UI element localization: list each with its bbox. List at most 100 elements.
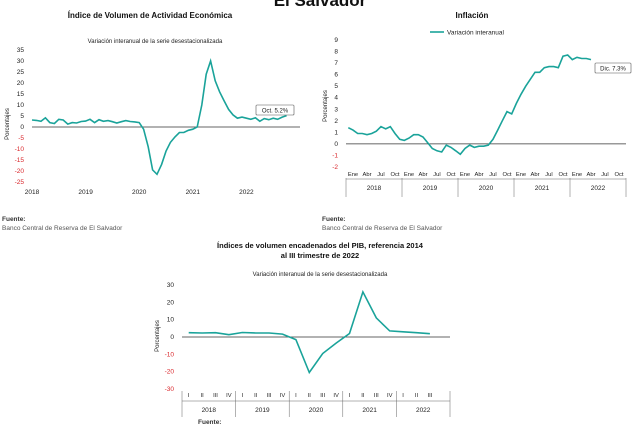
inflacion-callout: Dic. 7.3% — [594, 62, 632, 74]
pib-quarter-label: II — [415, 393, 419, 399]
ivae-ytick-label: -5 — [18, 135, 24, 142]
ivae-ytick-label: 35 — [17, 47, 25, 54]
ivae-callout: Oct. 5.2% — [255, 104, 295, 116]
inflacion-legend: Variación interanual — [430, 30, 505, 37]
inflacion-month-label: Ene — [404, 172, 414, 178]
ivae-ytick-label: 25 — [17, 69, 25, 76]
pib-quarter-label: IV — [387, 393, 393, 399]
inflacion-ytick-label: 8 — [334, 49, 338, 56]
pib-year-label: 2018 — [202, 407, 217, 414]
pib-year-label: 2021 — [362, 407, 377, 414]
pib-quarter-label: II — [200, 393, 204, 399]
pib-quarter-label: IV — [280, 393, 286, 399]
inflacion-month-label: Ene — [516, 172, 526, 178]
inflacion-ytick-label: 5 — [334, 83, 338, 90]
inflacion-ytick-label: 6 — [334, 72, 338, 79]
pib-quarter-label: II — [361, 393, 365, 399]
pib-ytick-label: 0 — [170, 334, 174, 341]
pib-quarter-label: III — [374, 393, 379, 399]
pib-quarter-label: II — [308, 393, 312, 399]
ivae-subtitle: Variación interanual de la serie desesta… — [88, 39, 223, 45]
inflacion-title: Inflación — [456, 11, 489, 20]
inflacion-ytick-label: 7 — [334, 60, 338, 67]
pib-quarter-label: II — [254, 393, 258, 399]
pib-quarter-label: IV — [226, 393, 232, 399]
inflacion-month-label: Jul — [433, 172, 440, 178]
pib-ytick-label: -20 — [165, 369, 175, 376]
ivae-ytick-label: 15 — [17, 91, 25, 98]
ivae-xtick-label: 2019 — [78, 189, 93, 196]
pib-series-line — [188, 289, 430, 375]
inflacion-year-label: 2018 — [367, 185, 382, 192]
inflacion-ytick-label: 0 — [334, 141, 338, 148]
pib-quarter-label: III — [320, 393, 325, 399]
inflacion-year-label: 2021 — [535, 185, 550, 192]
inflacion-ytick-label: 4 — [334, 95, 338, 102]
pib-year-label: 2020 — [309, 407, 324, 414]
inflacion-month-label: Ene — [572, 172, 582, 178]
inflacion-ytick-label: 2 — [334, 118, 338, 125]
ivae-ytick-label: -20 — [15, 168, 25, 175]
pib-title-line1: Índices de volumen encadenados del PIB, … — [217, 241, 424, 250]
ivae-ytick-label: 10 — [17, 102, 25, 109]
pib-title-line2: al III trimestre de 2022 — [281, 251, 359, 260]
inflacion-month-label: Oct — [558, 172, 567, 178]
ivae-xtick-label: 2022 — [239, 189, 254, 196]
pib-quarter-label: III — [427, 393, 432, 399]
pib-ytick-label: 20 — [167, 299, 175, 306]
ivae-chart: Índice de Volumen de Actividad Económica… — [5, 11, 300, 196]
inflacion-ytick-label: -1 — [332, 152, 338, 159]
inflacion-ytick-label: 9 — [334, 37, 338, 44]
ivae-ytick-label: 0 — [20, 124, 24, 131]
pib-ytick-label: 30 — [167, 282, 175, 289]
pib-quarter-label: I — [188, 393, 190, 399]
inflacion-series-line — [347, 54, 592, 156]
pib-ytick-label: 10 — [167, 317, 175, 324]
ivae-xtick-label: 2018 — [25, 189, 40, 196]
inflacion-ytick-label: 1 — [334, 129, 338, 136]
inflacion-month-label: Jul — [377, 172, 384, 178]
ivae-source: Fuente: Banco Central de Reserva de El S… — [2, 215, 122, 233]
inflacion-legend-label: Variación interanual — [447, 30, 505, 37]
ivae-ytick-label: 30 — [17, 58, 25, 65]
inflacion-source-text: Banco Central de Reserva de El Salvador — [322, 225, 443, 232]
pib-ylabel: Porcentajes — [155, 320, 161, 352]
pib-quarter-label: III — [267, 393, 272, 399]
pib-quarter-label: IV — [333, 393, 339, 399]
ivae-source-label: Fuente: — [2, 216, 26, 223]
inflacion-month-label: Jul — [489, 172, 496, 178]
pib-year-label: 2019 — [255, 407, 270, 414]
pib-quarter-label: I — [349, 393, 351, 399]
inflacion-month-label: Ene — [348, 172, 358, 178]
inflacion-year-label: 2019 — [423, 185, 438, 192]
pib-quarter-label: I — [295, 393, 297, 399]
ivae-ytick-label: -15 — [15, 157, 25, 164]
inflacion-ylabel: Porcentajes — [323, 90, 329, 122]
inflacion-source-label: Fuente: — [322, 216, 346, 223]
pib-ytick-label: -30 — [165, 386, 175, 393]
inflacion-year-label: 2020 — [479, 185, 494, 192]
inflacion-month-label: Oct — [446, 172, 455, 178]
inflacion-year-label: 2022 — [591, 185, 606, 192]
inflacion-month-label: Abr — [362, 172, 371, 178]
inflacion-month-label: Abr — [474, 172, 483, 178]
pib-quarter-label: I — [402, 393, 404, 399]
inflacion-month-label: Ene — [460, 172, 470, 178]
inflacion-month-label: Abr — [586, 172, 595, 178]
ivae-ylabel: Porcentajes — [5, 108, 11, 140]
inflacion-callout-text: Dic. 7.3% — [600, 67, 626, 73]
inflacion-month-label: Abr — [418, 172, 427, 178]
pib-quarter-label: III — [213, 393, 218, 399]
ivae-series-line — [31, 58, 287, 176]
pib-ytick-label: -10 — [165, 351, 175, 358]
inflacion-month-label: Oct — [614, 172, 623, 178]
pib-subtitle: Variación interanual de la serie desesta… — [253, 272, 388, 278]
ivae-callout-text: Oct. 5.2% — [262, 109, 289, 115]
inflacion-month-label: Oct — [502, 172, 511, 178]
inflacion-month-label: Jul — [601, 172, 608, 178]
inflacion-month-label: Jul — [545, 172, 552, 178]
inflacion-ytick-label: 3 — [334, 106, 338, 113]
inflacion-source: Fuente: Banco Central de Reserva de El S… — [322, 215, 442, 233]
ivae-title: Índice de Volumen de Actividad Económica — [68, 11, 233, 20]
ivae-ytick-label: -10 — [15, 146, 25, 153]
